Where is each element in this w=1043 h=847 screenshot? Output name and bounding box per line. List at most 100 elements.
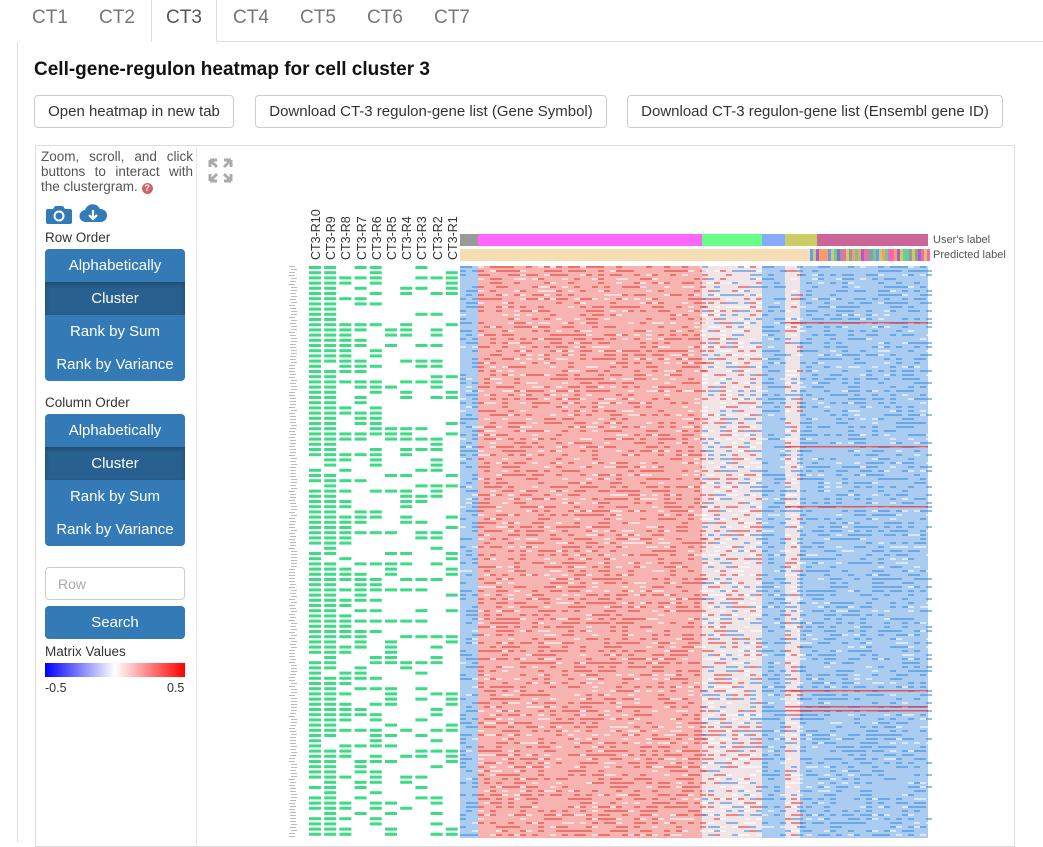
regulon-cell [370,630,382,633]
regulon-cell [400,474,412,477]
regulon-cell [431,822,443,825]
row-label-tick [289,305,295,306]
predicted-label-segment[interactable] [882,249,885,261]
regulon-cell [309,588,321,591]
predicted-label-segment[interactable] [912,249,915,261]
regulon-cell [309,833,321,836]
regulon-cell [370,807,382,810]
row-label-tick [289,317,295,318]
predicted-label-segment[interactable] [852,249,855,261]
predicted-label-segment[interactable] [813,249,816,261]
predicted-label-segment[interactable] [846,249,849,261]
row-label-tick [291,692,297,693]
regulon-cell [339,729,351,732]
regulon-cell [415,276,427,279]
regulon-cell [370,718,382,721]
predicted-label-segment[interactable] [810,249,813,261]
predicted-label-segment[interactable] [927,249,930,261]
predicted-label-segment[interactable] [870,249,873,261]
predicted-label-segment[interactable] [867,249,870,261]
predicted-label-segment[interactable] [876,249,879,261]
regulon-cell [355,339,367,342]
predicted-label-segment[interactable] [918,249,921,261]
predicted-label-segment[interactable] [460,249,810,261]
row-label-tick [289,284,295,285]
predicted-label-segment[interactable] [825,249,828,261]
user-label-segment[interactable] [817,234,928,246]
row-label-tick [289,578,295,579]
predicted-label-segment[interactable] [819,249,822,261]
predicted-label-segment[interactable] [873,249,876,261]
regulon-cell [431,796,443,799]
user-label-segment[interactable] [762,234,785,246]
user-label-segment[interactable] [702,234,762,246]
regulon-cell [370,822,382,825]
regulon-cell [446,833,458,836]
predicted-label-segment[interactable] [921,249,924,261]
regulon-cell [446,422,458,425]
predicted-label-segment[interactable] [894,249,897,261]
row-label-tick [291,704,297,705]
regulon-cell [309,536,321,539]
predicted-label-segment[interactable] [906,249,909,261]
predicted-label-segment[interactable] [834,249,837,261]
predicted-label-segment[interactable] [891,249,894,261]
predicted-label-segment[interactable] [837,249,840,261]
predicted-label-segment[interactable] [861,249,864,261]
regulon-cell [431,365,443,368]
row-label-tick [290,308,296,309]
regulon-cell [385,432,397,435]
regulon-cell [324,588,336,591]
predicted-label-segment[interactable] [816,249,819,261]
regulon-cell [446,755,458,758]
regulon-cell [324,271,336,274]
predicted-label-segment[interactable] [885,249,888,261]
regulon-cell [355,630,367,633]
predicted-label-segment[interactable] [879,249,882,261]
predicted-label-segment[interactable] [840,249,843,261]
regulon-cell [400,552,412,555]
regulon-cell [339,339,351,342]
predicted-label-segment[interactable] [900,249,903,261]
predicted-label-segment[interactable] [843,249,846,261]
row-label-tick [289,695,295,696]
regulon-cell [309,666,321,669]
predicted-label-segment[interactable] [924,249,927,261]
regulon-cell [415,287,427,290]
row-label-tick [290,428,296,429]
regulon-cell [309,599,321,602]
regulon-cell [324,578,336,581]
tab-ct3[interactable]: CT3 [151,0,217,42]
predicted-label-segment[interactable] [858,249,861,261]
user-label-segment[interactable] [785,234,817,246]
row-label-tick [290,821,296,822]
row-label-tick [291,602,297,603]
regulon-cell [370,703,382,706]
predicted-label-segment[interactable] [897,249,900,261]
row-label-tick [290,521,296,522]
regulon-cell [339,344,351,347]
predicted-label-segment[interactable] [909,249,912,261]
regulon-cell [431,386,443,389]
regulon-cell [431,360,443,363]
predicted-label-segment[interactable] [864,249,867,261]
predicted-label-segment[interactable] [903,249,906,261]
predicted-label-segment[interactable] [915,249,918,261]
predicted-label-segment[interactable] [822,249,825,261]
user-label-segment[interactable] [478,234,702,246]
predicted-label-segment[interactable] [849,249,852,261]
predicted-label-segment[interactable] [831,249,834,261]
row-label-tick [291,722,297,723]
predicted-label-segment[interactable] [828,249,831,261]
predicted-label-segment[interactable] [855,249,858,261]
row-label-tick [289,758,295,759]
regulon-cell [400,490,412,493]
regulon-cell [415,672,427,675]
user-label-segment[interactable] [460,234,478,246]
predicted-label-segment[interactable] [888,249,891,261]
regulon-cell [324,822,336,825]
regulon-cell [385,573,397,576]
regulon-cell [446,292,458,295]
regulon-cell [370,583,382,586]
